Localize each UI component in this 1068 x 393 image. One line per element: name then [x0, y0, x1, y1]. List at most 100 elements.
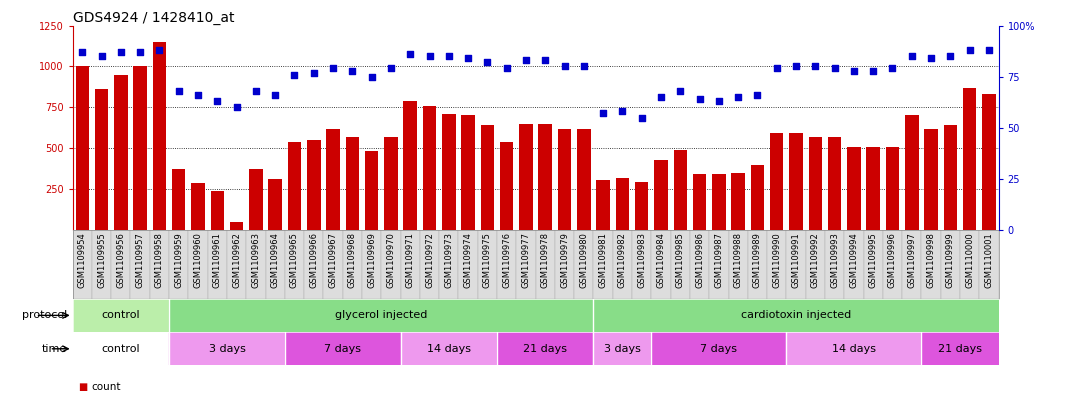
Point — [595, 110, 612, 117]
Point — [672, 88, 689, 94]
Point — [980, 47, 998, 53]
Text: GSM1109974: GSM1109974 — [464, 232, 472, 288]
Text: GSM1109984: GSM1109984 — [657, 232, 665, 288]
Point — [112, 49, 129, 55]
Text: GSM1109965: GSM1109965 — [290, 232, 299, 288]
Bar — [365, 151, 378, 230]
Bar — [343, 230, 362, 299]
Bar — [95, 89, 108, 230]
Text: GSM1109972: GSM1109972 — [425, 232, 434, 288]
Text: GSM1109970: GSM1109970 — [387, 232, 395, 288]
Text: protocol: protocol — [22, 310, 67, 320]
Text: GSM1109975: GSM1109975 — [483, 232, 492, 288]
Point — [382, 65, 399, 72]
Bar — [922, 230, 941, 299]
Bar — [285, 230, 304, 299]
Text: GSM1109999: GSM1109999 — [946, 232, 955, 288]
Bar — [327, 129, 340, 230]
Bar — [575, 230, 594, 299]
Bar — [207, 230, 226, 299]
Point — [904, 53, 921, 59]
Point — [267, 92, 284, 98]
Bar — [381, 230, 400, 299]
Bar — [596, 180, 610, 230]
Bar — [249, 169, 263, 230]
Bar — [247, 230, 266, 299]
Text: GSM1109960: GSM1109960 — [193, 232, 203, 288]
Bar — [73, 332, 169, 365]
Text: GSM1109978: GSM1109978 — [540, 232, 550, 288]
Point — [614, 108, 631, 114]
Text: GSM1109980: GSM1109980 — [579, 232, 588, 288]
Point — [208, 98, 225, 104]
Bar — [439, 230, 458, 299]
Bar — [404, 101, 417, 230]
Text: GSM1109971: GSM1109971 — [406, 232, 414, 288]
Bar — [767, 230, 786, 299]
Text: GSM1109990: GSM1109990 — [772, 232, 781, 288]
Bar — [690, 230, 709, 299]
Bar — [266, 230, 285, 299]
Text: control: control — [101, 310, 140, 320]
Bar — [728, 230, 748, 299]
Bar — [76, 66, 89, 230]
Bar — [150, 230, 169, 299]
Text: GSM1109988: GSM1109988 — [734, 232, 742, 288]
Bar — [615, 178, 629, 230]
Bar — [844, 230, 864, 299]
Point — [653, 94, 670, 100]
Bar — [73, 230, 92, 299]
Point — [556, 63, 574, 70]
Bar — [461, 116, 475, 230]
Bar — [866, 147, 880, 230]
Bar — [172, 169, 186, 230]
Bar — [130, 230, 150, 299]
Bar — [786, 332, 922, 365]
Bar — [748, 230, 767, 299]
Point — [517, 57, 534, 63]
Point — [498, 65, 515, 72]
Bar — [423, 106, 436, 230]
Bar — [535, 230, 555, 299]
Bar — [307, 140, 320, 230]
Bar — [594, 230, 613, 299]
Text: GSM1109977: GSM1109977 — [521, 232, 531, 288]
Bar — [786, 230, 805, 299]
Bar — [304, 230, 324, 299]
Bar — [346, 137, 359, 230]
Bar — [824, 230, 844, 299]
Bar — [651, 230, 671, 299]
Point — [768, 65, 785, 72]
Text: glycerol injected: glycerol injected — [335, 310, 427, 320]
Text: GSM1109998: GSM1109998 — [927, 232, 936, 288]
Bar — [960, 230, 979, 299]
Point — [248, 88, 265, 94]
Point — [729, 94, 747, 100]
Bar — [805, 230, 824, 299]
Bar — [230, 222, 244, 230]
Text: GSM1109991: GSM1109991 — [791, 232, 801, 288]
Text: GSM1109994: GSM1109994 — [849, 232, 859, 288]
Text: 3 days: 3 days — [208, 344, 246, 354]
Point — [325, 65, 342, 72]
Bar — [671, 230, 690, 299]
Bar — [941, 230, 960, 299]
Bar — [885, 147, 899, 230]
Bar — [287, 141, 301, 230]
Bar — [153, 42, 167, 230]
Bar — [944, 125, 957, 230]
Point — [633, 114, 650, 121]
Bar — [577, 129, 591, 230]
Text: GSM1109973: GSM1109973 — [444, 232, 453, 288]
Point — [402, 51, 419, 57]
Bar — [384, 137, 397, 230]
Text: GSM1110001: GSM1110001 — [985, 232, 993, 288]
Point — [710, 98, 727, 104]
Bar — [188, 230, 207, 299]
Bar — [268, 179, 282, 230]
Point — [537, 57, 554, 63]
Bar — [979, 230, 999, 299]
Text: GSM1109995: GSM1109995 — [868, 232, 878, 288]
Point — [826, 65, 843, 72]
Text: GSM1109983: GSM1109983 — [638, 232, 646, 288]
